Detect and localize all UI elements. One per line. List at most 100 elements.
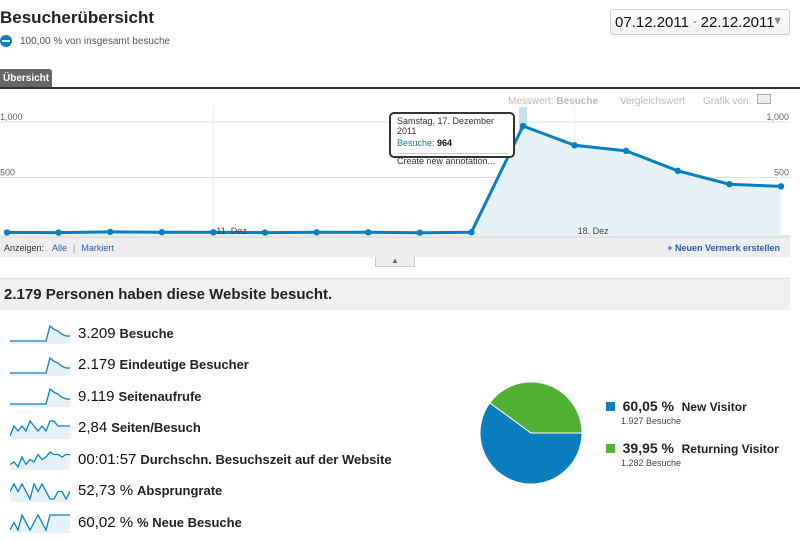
metric-row[interactable]: 9.119 Seitenaufrufe	[10, 384, 202, 408]
sparkline-area	[10, 452, 70, 470]
sparkline-area	[10, 389, 70, 407]
axis-labels: 1,000 500 1,000 500 11. Dez 18. Dez	[0, 112, 789, 236]
legend-swatch-new	[606, 402, 615, 411]
visits-chart: 1,000 500 1,000 500 11. Dez 18. Dez	[0, 89, 800, 239]
metric-value: 2,84	[78, 419, 108, 436]
filter-all-link[interactable]: Alle	[52, 242, 68, 253]
sparkline-area	[10, 515, 70, 533]
chart-point-3	[158, 229, 165, 236]
sparkline	[10, 356, 70, 376]
metric-selector-value: Besuche	[556, 96, 599, 107]
metric-row[interactable]: 60,02 %% Neue Besuche	[10, 510, 242, 534]
show-label: Anzeigen:	[4, 242, 45, 253]
chart-point-8	[416, 229, 423, 236]
legend-swatch-returning	[606, 444, 615, 453]
y-tick-left-1: 500	[0, 168, 15, 178]
legend-returning-sub: 1.282 Besuche	[621, 458, 682, 468]
sparkline	[10, 324, 70, 344]
chart-point-13	[674, 167, 681, 175]
x-tick-0: 11. Dez	[216, 226, 247, 236]
sparkline-line	[10, 481, 70, 501]
visits-area	[7, 126, 781, 236]
graph-by-label: Grafik von:	[703, 96, 752, 107]
sparkline-line	[10, 451, 70, 469]
y-tick-right-0: 1,000	[766, 112, 789, 122]
metric-label: Besuche	[119, 325, 174, 341]
metric-value: 3.209	[78, 324, 116, 342]
annotation-bar: Anzeigen: Alle | Markiert + Neuen Vermer…	[0, 237, 790, 257]
chart-point-4	[210, 229, 217, 236]
x-tick-1: 18. Dez	[578, 226, 610, 236]
visits-chart-svg: 1,000 500 1,000 500 11. Dez 18. Dez	[0, 107, 790, 237]
filter-separator: |	[73, 242, 76, 253]
metric-row[interactable]: 2.179 Eindeutige Besucher	[10, 353, 249, 377]
tooltip-metric-value: 964	[437, 138, 453, 148]
chart-point-15	[777, 183, 785, 190]
legend-new-pct: 60,05 %	[622, 398, 674, 414]
segment-text: 100,00 % von insgesamt besuche	[20, 35, 171, 47]
date-separator: -	[692, 16, 697, 28]
metric-row[interactable]: 52,73 % Absprungrate	[10, 479, 222, 503]
collapse-chevron-up-icon[interactable]: ▲	[375, 257, 415, 267]
metric-label: Absprungrate	[137, 483, 223, 498]
metric-label: % Neue Besuche	[137, 514, 242, 530]
chart-point-1	[55, 229, 62, 236]
tab-divider	[0, 87, 800, 89]
metric-label: Eindeutige Besucher	[119, 357, 249, 372]
tab-overview[interactable]: Übersicht	[0, 69, 52, 88]
sparkline	[10, 513, 70, 533]
date-range-picker[interactable]: 07.12.2011 - 22.12.2011 ▼	[610, 9, 790, 35]
page-title: Besucherübersicht	[0, 8, 154, 27]
metric-selector[interactable]: Messwert: Besuche	[508, 96, 598, 107]
metric-selector-label: Messwert:	[508, 96, 554, 107]
metric-value: 60,02 %	[78, 513, 134, 531]
sparkline-area	[10, 326, 70, 344]
chart-point-2	[107, 228, 114, 236]
legend-returning-visitor[interactable]: 39,95 % Returning Visitor 1.282 Besuche	[606, 440, 779, 468]
chart-point-14	[726, 180, 733, 188]
chart-point-11	[571, 142, 578, 149]
pie-slice-returning-visitor	[489, 381, 583, 434]
tooltip-metric: Besuche: 964	[397, 138, 507, 148]
metric-label: Seiten/Besuch	[111, 420, 201, 435]
sparkline	[10, 451, 70, 470]
metric-row[interactable]: 3.209 Besuche	[10, 321, 174, 345]
sparkline-area	[10, 357, 70, 376]
legend-new-visitor[interactable]: 60,05 % New Visitor 1.927 Besuche	[606, 398, 747, 426]
chart-point-0	[3, 229, 11, 236]
chart-type-icon[interactable]	[757, 94, 771, 104]
sparkline-line	[10, 356, 70, 374]
sparkline-area	[10, 420, 70, 439]
date-end: 22.12.2011	[700, 13, 775, 31]
segment-minus-icon[interactable]	[0, 35, 12, 47]
visitor-type-pie	[479, 381, 583, 485]
chevron-down-icon: ▼	[772, 15, 783, 27]
compare-selector[interactable]: Vergleichswert	[620, 96, 686, 107]
date-start: 07.12.2011	[615, 13, 689, 31]
metric-row[interactable]: 2,84 Seiten/Besuch	[10, 416, 201, 440]
tooltip-metric-label: Besuche:	[397, 138, 435, 148]
sparkline-line	[10, 324, 70, 342]
metric-row[interactable]: 00:01:57 Durchschn. Besuchszeit auf der W…	[10, 447, 392, 471]
sparkline-line	[10, 387, 70, 405]
summary-heading: 2.179 Personen haben diese Website besuc…	[0, 278, 790, 310]
visits-line	[6, 124, 782, 235]
sparkline	[10, 481, 70, 502]
legend-returning-label: Returning Visitor	[681, 442, 779, 456]
metric-value: 52,73 %	[78, 482, 134, 499]
chart-point-9	[468, 229, 475, 236]
visits-points	[3, 122, 785, 236]
legend-returning-pct: 39,95 %	[622, 440, 674, 456]
new-annotation-link[interactable]: + Neuen Vermerk erstellen	[667, 242, 780, 253]
metric-value: 2.179	[78, 356, 116, 373]
y-tick-right-1: 500	[774, 168, 789, 178]
pie-slice-new-visitor	[479, 402, 583, 485]
chart-point-5	[261, 229, 269, 236]
create-annotation-link[interactable]: Create new annotation...	[397, 153, 507, 166]
chart-point-6	[313, 229, 320, 236]
metric-label: Durchschn. Besuchszeit auf der Website	[140, 451, 392, 467]
sparkline	[10, 419, 70, 439]
filter-starred-link[interactable]: Markiert	[81, 242, 114, 253]
segment-info: 100,00 % von insgesamt besuche	[0, 35, 170, 47]
legend-new-label: New Visitor	[681, 400, 747, 414]
